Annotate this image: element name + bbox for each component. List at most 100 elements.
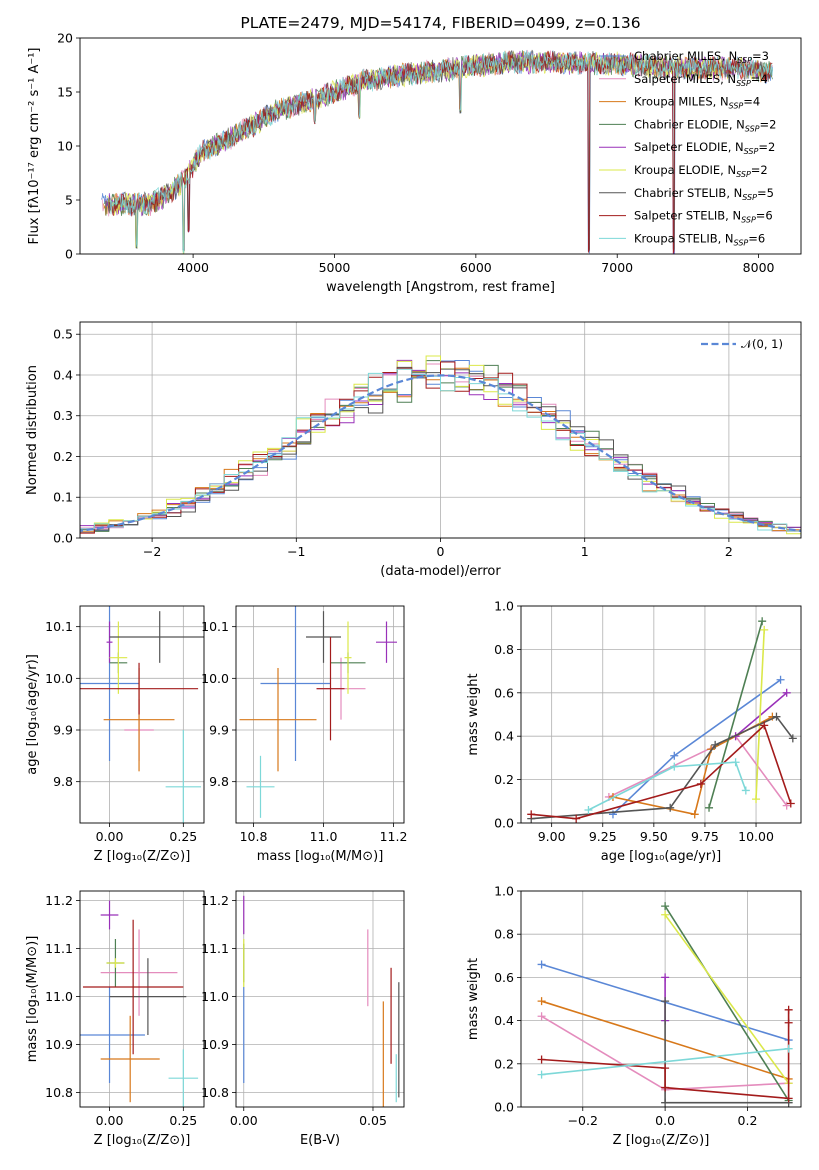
plot-area (80, 355, 801, 537)
y-tick-label: 11.1 (201, 941, 229, 956)
legend-entry: Salpeter STELIB, NSSP=6 (634, 209, 773, 225)
plot-area (100, 49, 774, 254)
y-tick-label: 0.4 (494, 1013, 514, 1028)
legend-entry: Chabrier ELODIE, NSSP=2 (634, 117, 776, 133)
weight-marker (752, 795, 761, 804)
weight-marker (784, 1094, 793, 1103)
y-tick-label: 10.9 (201, 1037, 229, 1052)
weight-marker (537, 960, 546, 969)
y-tick-label: 10.1 (201, 619, 229, 634)
x-tick-label: 0.00 (230, 1113, 258, 1128)
y-tick-label: 0 (65, 247, 73, 262)
weight-marker (784, 1018, 793, 1027)
weight-marker (661, 902, 670, 911)
plot-area (80, 900, 199, 1107)
weight-marker (784, 1005, 793, 1014)
x-tick-label: 0.00 (96, 829, 124, 844)
y-tick-label: 11.2 (45, 893, 73, 908)
histogram-series (80, 368, 801, 537)
panel-age_vs_Z: 0.00 0.25 9.8 9.9 10.0 10.1 Z [log₁₀(Z/Z⊙)] age… (25, 605, 205, 864)
y-tick-label: 9.8 (53, 774, 73, 789)
x-tick-label: 0 (437, 544, 445, 559)
weight-line (541, 1047, 789, 1076)
weight-marker (760, 625, 769, 634)
weight-line (588, 761, 747, 811)
y-tick-label: 11.0 (201, 989, 229, 1004)
x-tick-label: 6000 (460, 260, 492, 275)
y-tick-label: 0.8 (494, 927, 514, 942)
x-tick-label: 8000 (743, 260, 775, 275)
legend-entry: Kroupa ELODIE, NSSP=2 (634, 163, 768, 179)
weight-marker (786, 799, 795, 808)
axes-frame (235, 890, 405, 1108)
x-tick-label: 5000 (319, 260, 351, 275)
weight-marker (788, 734, 797, 743)
weight-marker (661, 910, 670, 919)
weight-marker (711, 740, 720, 749)
x-tick-label: 10.00 (738, 829, 774, 844)
legend-entry: 𝒩(0, 1) (741, 337, 783, 351)
panel-mass_vs_EBV: 0.00 0.05 10.8 10.9 11.0 11.1 11.2 E(B-V) (201, 890, 405, 1148)
y-tick-label: 0.4 (53, 367, 73, 382)
weight-marker (670, 751, 679, 760)
legend-entry: Salpeter ELODIE, NSSP=2 (634, 140, 775, 156)
weight-marker (661, 997, 670, 1006)
weight-marker (758, 617, 767, 626)
weight-marker (537, 997, 546, 1006)
y-axis-label: mass [log₁₀(M/M⊙)] (25, 936, 40, 1063)
weight-line (755, 629, 765, 800)
x-tick-label: 0.00 (96, 1113, 124, 1128)
y-tick-label: 0.6 (494, 685, 514, 700)
y-tick-label: 0.0 (494, 1100, 514, 1115)
y-tick-label: 5 (65, 193, 73, 208)
y-tick-label: 10.8 (45, 1085, 73, 1100)
weight-line (608, 735, 788, 807)
x-axis-label: mass [log₁₀(M/M⊙)] (257, 849, 384, 864)
plot-area (80, 606, 204, 823)
x-axis-label: (data-model)/error (380, 564, 501, 579)
x-tick-label: 9.75 (691, 829, 719, 844)
x-axis-label: Z [log₁₀(Z/Z⊙)] (613, 1133, 710, 1148)
weight-marker (690, 810, 699, 819)
weight-marker (731, 758, 740, 767)
legend-entry: Kroupa STELIB, NSSP=6 (634, 231, 765, 247)
plot-area (527, 617, 797, 823)
axes-frame (79, 890, 205, 1108)
legend-entry: Chabrier STELIB, NSSP=5 (634, 186, 774, 202)
axes-frame (79, 321, 802, 539)
y-tick-label: 10 (57, 139, 73, 154)
weight-marker (741, 786, 750, 795)
y-tick-label: 0.1 (53, 490, 73, 505)
panel-age_vs_mass: 10.8 11.0 11.2 9.8 9.9 10.0 10.1 mass [log₁₀(M/… (201, 605, 408, 864)
x-tick-label: 0.25 (169, 829, 197, 844)
y-tick-label: 0.8 (494, 642, 514, 657)
plot-area (239, 606, 397, 818)
x-axis-label: age [log₁₀(age/yr)] (601, 849, 722, 864)
y-tick-label: 1.0 (494, 599, 514, 614)
x-tick-label: 0.0 (655, 1113, 675, 1128)
weight-line (735, 692, 788, 737)
y-tick-label: 0.0 (494, 816, 514, 831)
x-tick-label: −0.2 (568, 1113, 598, 1128)
panel-residuals: −2 −1 0 1 2 0.0 0.1 0.2 0.3 0.4 0.5 (data-model)/er… (25, 321, 802, 579)
panel-mass_vs_Z: 0.00 0.25 10.8 10.9 11.0 11.1 11.2 Z [log₁₀(Z/Z… (25, 890, 205, 1148)
y-axis-label: Normed distribution (25, 365, 40, 495)
x-tick-label: 11.2 (380, 829, 408, 844)
y-tick-label: 0.2 (494, 772, 514, 787)
weight-marker (772, 712, 781, 721)
panel-spectrum: 4000 5000 6000 7000 8000 0 5 10 15 20 wavelength [… (27, 14, 802, 295)
legend-entry: Chabrier MILES, NSSP=3 (634, 49, 769, 65)
plot-area (537, 902, 793, 1107)
weight-marker (584, 805, 593, 814)
y-tick-label: 10.0 (201, 671, 229, 686)
y-tick-label: 20 (57, 31, 73, 46)
axes-frame (520, 890, 802, 1108)
y-tick-label: 0.2 (53, 449, 73, 464)
x-axis-label: Z [log₁₀(Z/Z⊙)] (94, 1133, 191, 1148)
y-axis-label: mass weight (466, 958, 481, 1040)
y-tick-label: 10.8 (201, 1085, 229, 1100)
weight-line (664, 905, 790, 1101)
x-tick-label: 0.05 (359, 1113, 387, 1128)
y-tick-label: 0.2 (494, 1056, 514, 1071)
y-tick-label: 0.6 (494, 970, 514, 985)
